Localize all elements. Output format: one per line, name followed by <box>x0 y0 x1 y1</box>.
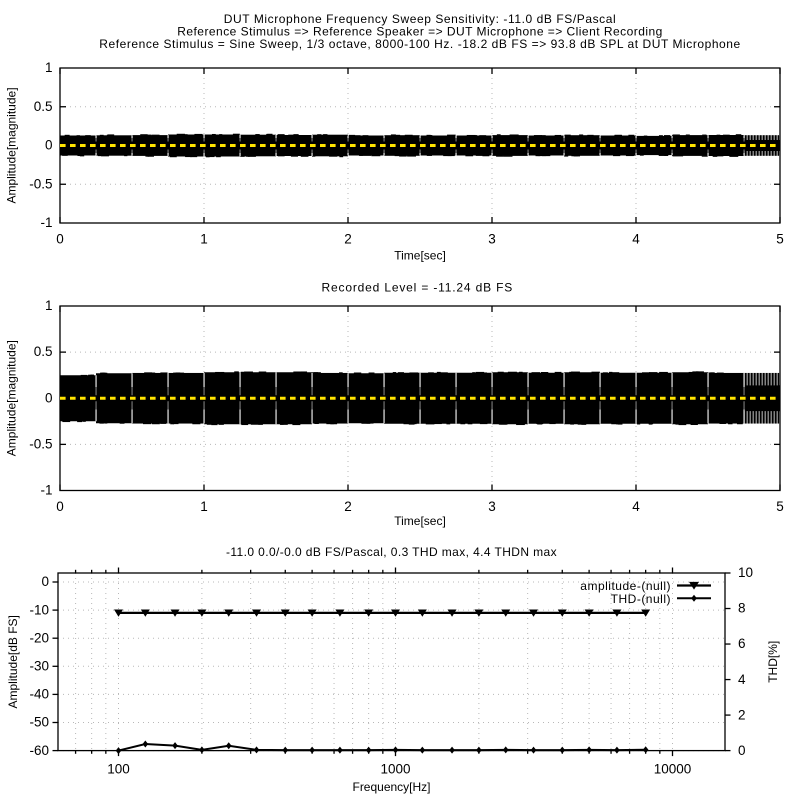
svg-text:1: 1 <box>45 298 53 313</box>
svg-text:2: 2 <box>738 707 746 722</box>
svg-text:-0.5: -0.5 <box>29 436 52 451</box>
svg-text:3: 3 <box>488 231 496 246</box>
svg-text:-10: -10 <box>29 602 49 617</box>
svg-text:Amplitude[dB FS]: Amplitude[dB FS] <box>6 615 20 708</box>
svg-text:Frequency[Hz]: Frequency[Hz] <box>352 780 430 794</box>
svg-text:-40: -40 <box>29 687 49 702</box>
svg-text:5: 5 <box>776 231 784 246</box>
svg-text:-0.5: -0.5 <box>29 176 52 191</box>
svg-text:Time[sec]: Time[sec] <box>394 249 446 263</box>
svg-text:-50: -50 <box>29 715 49 730</box>
svg-text:0: 0 <box>738 743 746 758</box>
svg-text:6: 6 <box>738 636 746 651</box>
svg-text:-60: -60 <box>29 743 49 758</box>
svg-text:Time[sec]: Time[sec] <box>394 514 446 528</box>
svg-text:-1: -1 <box>40 215 52 230</box>
svg-text:-1: -1 <box>40 483 52 498</box>
svg-text:4: 4 <box>738 672 746 687</box>
svg-text:2: 2 <box>344 499 352 514</box>
svg-text:5: 5 <box>776 499 784 514</box>
svg-text:0: 0 <box>56 231 64 246</box>
svg-text:amplitude-(null): amplitude-(null) <box>580 579 671 593</box>
svg-text:3: 3 <box>488 499 496 514</box>
svg-text:THD-(null): THD-(null) <box>611 592 671 606</box>
svg-text:1: 1 <box>200 231 208 246</box>
svg-text:Reference Stimulus => Referenc: Reference Stimulus => Reference Speaker … <box>177 25 663 39</box>
svg-text:-30: -30 <box>29 659 49 674</box>
svg-text:Amplitude[magnitude]: Amplitude[magnitude] <box>5 87 19 203</box>
svg-text:-11.0 0.0/-0.0 dB FS/Pascal, 0: -11.0 0.0/-0.0 dB FS/Pascal, 0.3 THD max… <box>226 545 557 559</box>
svg-text:1: 1 <box>45 60 53 75</box>
svg-text:10000: 10000 <box>654 762 692 777</box>
svg-text:Reference Stimulus = Sine Swee: Reference Stimulus = Sine Sweep, 1/3 oct… <box>99 37 740 51</box>
svg-text:Amplitude[magnitude]: Amplitude[magnitude] <box>5 340 19 456</box>
svg-text:0: 0 <box>45 138 53 153</box>
svg-text:0: 0 <box>56 499 64 514</box>
svg-text:4: 4 <box>632 231 640 246</box>
svg-text:4: 4 <box>632 499 640 514</box>
svg-text:0: 0 <box>41 574 49 589</box>
svg-text:8: 8 <box>738 601 746 616</box>
svg-text:-20: -20 <box>29 630 49 645</box>
svg-text:1000: 1000 <box>380 762 410 777</box>
svg-text:THD[%]: THD[%] <box>766 641 780 683</box>
svg-text:Recorded Level = -11.24 dB FS: Recorded Level = -11.24 dB FS <box>321 281 513 295</box>
svg-text:1: 1 <box>200 499 208 514</box>
svg-text:0.5: 0.5 <box>34 344 53 359</box>
svg-text:100: 100 <box>107 762 130 777</box>
svg-text:DUT Microphone Frequency Sweep: DUT Microphone Frequency Sweep Sensitivi… <box>224 12 616 26</box>
svg-text:10: 10 <box>738 565 753 580</box>
svg-text:2: 2 <box>344 231 352 246</box>
svg-text:0.5: 0.5 <box>34 99 53 114</box>
svg-text:0: 0 <box>45 390 53 405</box>
